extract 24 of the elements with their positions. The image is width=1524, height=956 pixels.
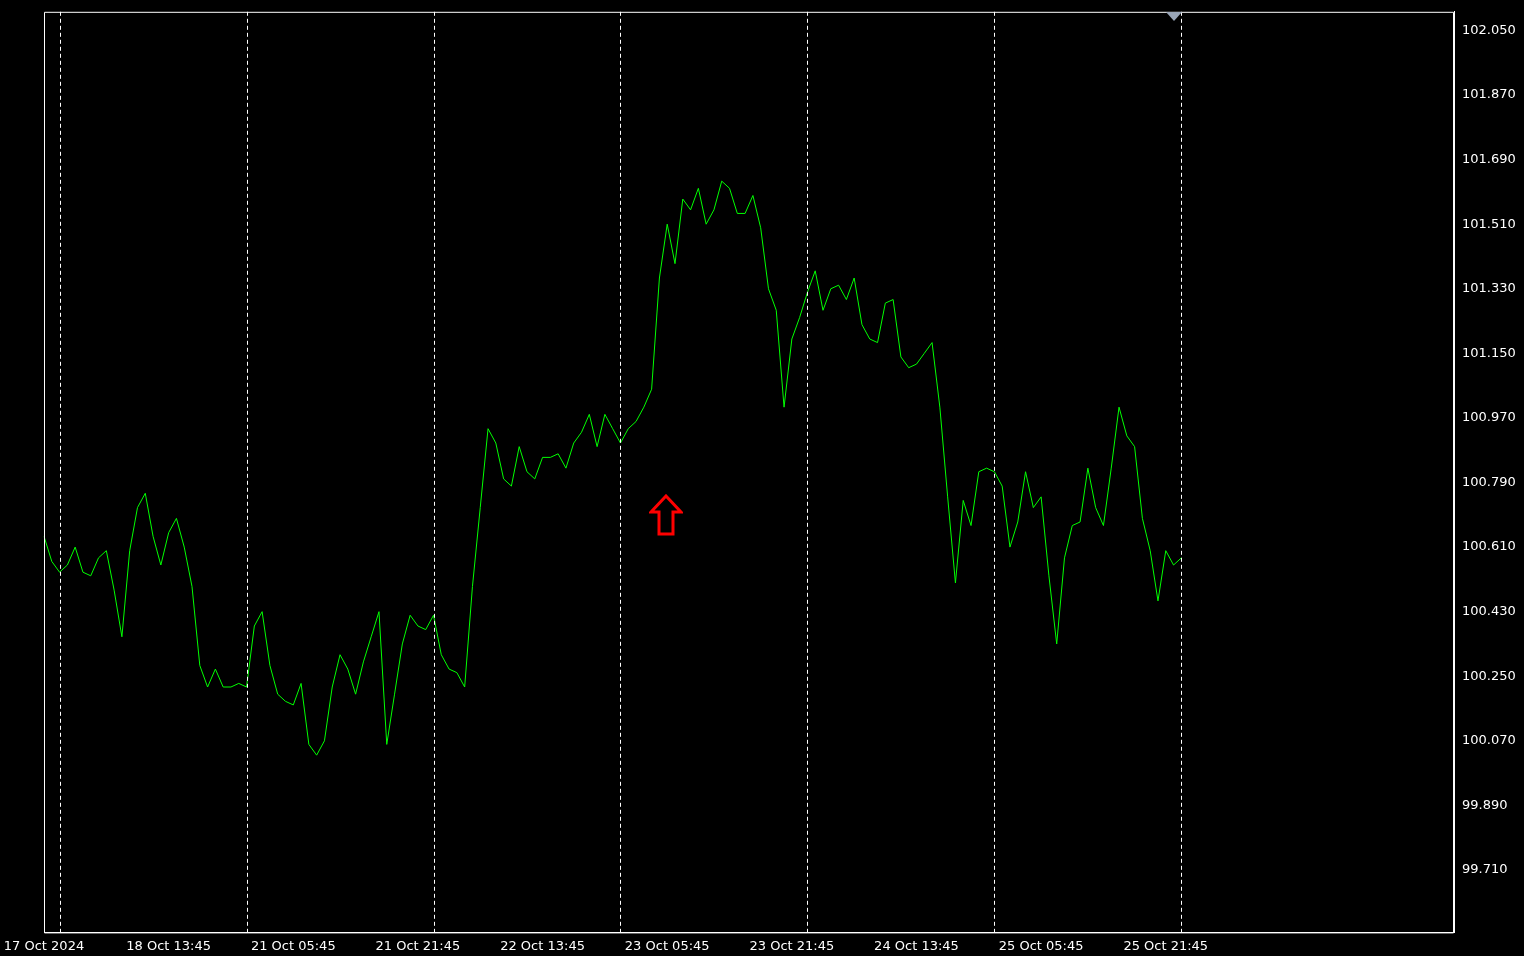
y-tick-label: 101.150	[1462, 344, 1516, 360]
x-tick-label: 23 Oct 21:45	[749, 937, 835, 953]
y-tick-label: 100.610	[1462, 538, 1516, 554]
y-tick-label: 101.510	[1462, 215, 1516, 231]
x-tick-label: 21 Oct 05:45	[250, 937, 336, 953]
x-tick-label: 23 Oct 05:45	[624, 937, 710, 953]
y-tick-label: 100.790	[1462, 473, 1516, 489]
x-tick-label: 24 Oct 13:45	[874, 937, 959, 953]
y-tick-label: 100.070	[1462, 732, 1516, 748]
x-tick-label: 25 Oct 21:45	[1123, 937, 1209, 953]
y-tick-label: 101.690	[1462, 150, 1516, 166]
y-tick-label: 100.430	[1462, 603, 1516, 619]
y-tick-label: 100.250	[1462, 667, 1516, 683]
y-tick-label: 100.970	[1462, 409, 1516, 425]
y-tick-label: 99.710	[1462, 861, 1508, 877]
y-tick-label: 101.330	[1462, 280, 1516, 296]
y-tick-label: 99.890	[1462, 796, 1508, 812]
x-tick-label: 17 Oct 2024	[3, 937, 85, 953]
x-tick-label: 21 Oct 21:45	[375, 937, 461, 953]
y-tick-label: 101.870	[1462, 86, 1516, 102]
x-tick-label: 22 Oct 13:45	[500, 937, 585, 953]
x-tick-label: 25 Oct 05:45	[998, 937, 1084, 953]
y-tick-label: 102.050	[1462, 21, 1516, 37]
x-tick-label: 18 Oct 13:45	[126, 937, 212, 953]
